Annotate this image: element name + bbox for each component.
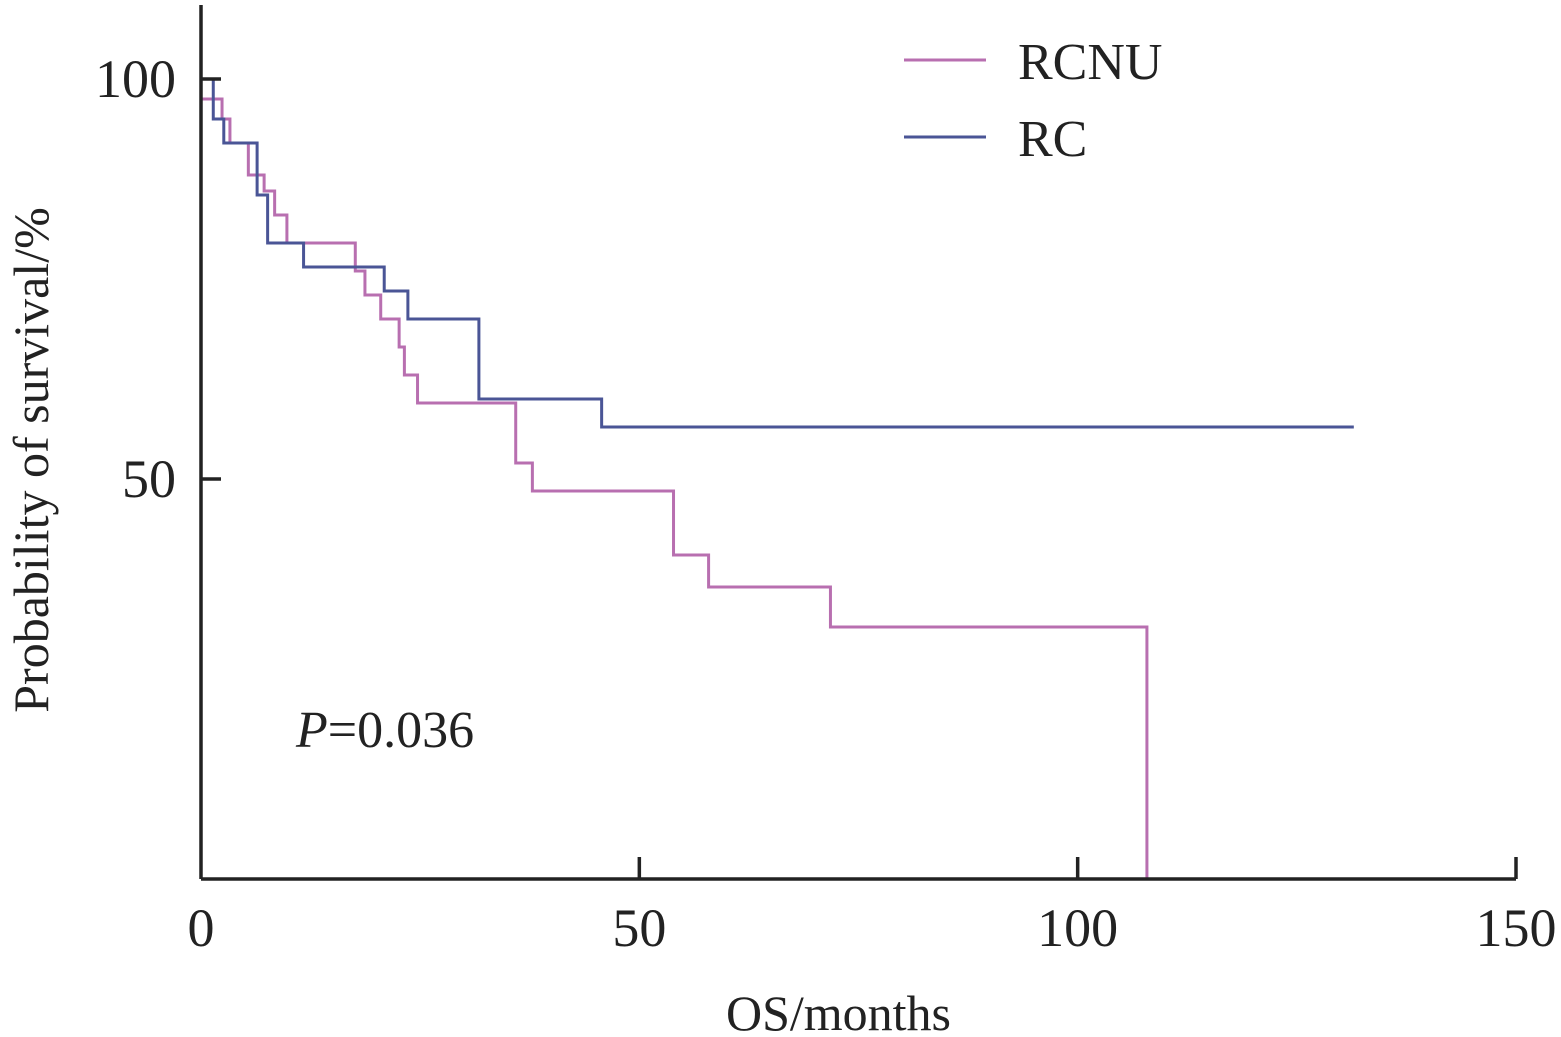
label-layer: 0 50 100 150 50 100 OS/months Probability of su… [3,49,1557,1037]
p-value-annotation: P=0.036 [295,702,474,759]
x-tick-label-50: 50 [612,898,666,958]
series-layer [201,77,1354,879]
y-axis-title: Probability of survival/% [3,207,59,713]
x-tick-label-100: 100 [1037,898,1118,958]
x-tick-label-150: 150 [1476,898,1557,958]
p-value-text: =0.036 [328,702,474,759]
tick-layer [201,77,1518,879]
annotation-layer: P=0.036 [295,702,474,759]
series-line-rcnu [201,97,1149,879]
legend-label-rc: RC [1018,111,1087,168]
x-axis-title: OS/months [726,985,951,1037]
axis-layer [199,5,1516,881]
legend-layer: RCNU RC [904,34,1162,168]
x-tick-label-0: 0 [188,898,215,958]
y-tick-label-100: 100 [95,49,176,109]
series-line-rc [201,77,1354,429]
y-tick-label-50: 50 [122,449,176,509]
p-value-prefix: P [295,702,328,759]
legend-label-rcnu: RCNU [1018,34,1162,91]
